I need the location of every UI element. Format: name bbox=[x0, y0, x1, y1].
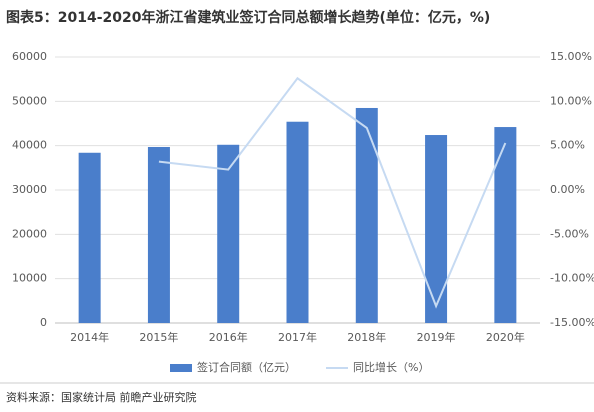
x-tick-label: 2014年 bbox=[70, 330, 109, 344]
legend-label: 签订合同额（亿元） bbox=[197, 360, 296, 374]
x-tick-label: 2016年 bbox=[209, 330, 248, 344]
y-tick-label: 40000 bbox=[12, 139, 47, 152]
bar bbox=[286, 121, 309, 323]
y-tick-label: 50000 bbox=[12, 94, 47, 107]
bar bbox=[147, 146, 170, 323]
y-tick-label: 60000 bbox=[12, 50, 47, 63]
y2-tick-label: -15.00% bbox=[550, 316, 594, 329]
bar bbox=[78, 152, 101, 323]
y-tick-label: 0 bbox=[40, 316, 47, 329]
y2-tick-label: -5.00% bbox=[550, 227, 589, 240]
y2-tick-label: 0.00% bbox=[550, 183, 585, 196]
source: 资料来源：国家统计局 前瞻产业研究院 bbox=[6, 390, 197, 404]
x-tick-label: 2018年 bbox=[347, 330, 386, 344]
y-tick-label: 10000 bbox=[12, 272, 47, 285]
chart-title: 图表5：2014-2020年浙江省建筑业签订合同总额增长趋势(单位：亿元，%) bbox=[6, 9, 490, 26]
x-tick-label: 2015年 bbox=[139, 330, 178, 344]
bar bbox=[494, 127, 517, 324]
legend-label: 同比增长（%） bbox=[353, 360, 429, 374]
y2-tick-label: -10.00% bbox=[550, 272, 594, 285]
x-tick-label: 2020年 bbox=[486, 330, 525, 344]
y-tick-label: 20000 bbox=[12, 227, 47, 240]
x-tick-label: 2019年 bbox=[417, 330, 456, 344]
y2-tick-label: 5.00% bbox=[550, 139, 585, 152]
bar bbox=[217, 144, 240, 323]
y2-tick-label: 10.00% bbox=[550, 94, 592, 107]
x-tick-label: 2017年 bbox=[278, 330, 317, 344]
line bbox=[158, 76, 507, 309]
legend-swatch bbox=[170, 364, 192, 372]
y-tick-label: 30000 bbox=[12, 183, 47, 196]
y2-tick-label: 15.00% bbox=[550, 50, 592, 63]
bar bbox=[355, 107, 378, 323]
bar bbox=[425, 135, 448, 323]
